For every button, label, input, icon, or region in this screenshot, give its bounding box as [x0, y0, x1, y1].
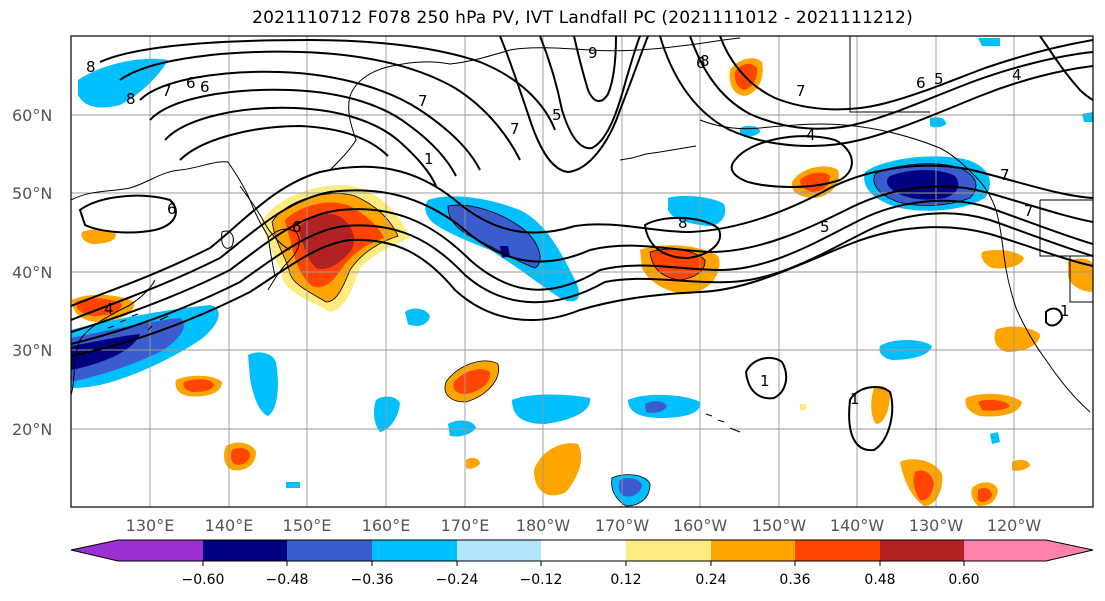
contour-label: 1	[760, 372, 770, 390]
colorbar-segment	[626, 540, 711, 561]
lon-label: 150°W	[752, 516, 807, 535]
contour-label: 7	[510, 120, 520, 138]
lon-label: 170°E	[441, 516, 490, 535]
contour-label: 7	[418, 92, 428, 110]
lon-label: 130°W	[909, 516, 964, 535]
colorbar-segment	[457, 540, 541, 561]
map-area	[71, 36, 1093, 507]
colorbar-segment	[880, 540, 964, 561]
lat-label: 20°N	[12, 420, 52, 439]
contour-label: 5	[934, 70, 944, 88]
colorbar: −0.60 −0.48 −0.36 −0.24 −0.12 0.12 0.24 …	[70, 539, 1094, 588]
map-frame	[70, 35, 1094, 508]
contour-label: 8	[678, 214, 688, 232]
contour-label: 6	[186, 74, 196, 92]
contour-label: 7	[1024, 202, 1034, 220]
colorbar-segment	[203, 540, 287, 561]
colorbar-segment	[118, 540, 203, 561]
contour-label: 1	[1060, 302, 1070, 320]
lat-label: 60°N	[12, 106, 52, 125]
colorbar-tick-label: 0.60	[948, 572, 979, 588]
latitude-labels: 60°N 50°N 40°N 30°N 20°N	[12, 106, 52, 439]
contour-label: 5	[552, 106, 562, 124]
colorbar-tick-label: −0.36	[351, 572, 394, 588]
colorbar-segment	[372, 540, 457, 561]
contour-label: 8	[700, 52, 710, 70]
colorbar-tick-label: −0.60	[182, 572, 225, 588]
colorbar-under-triangle	[71, 540, 118, 561]
negative-anomaly-northwest	[78, 58, 168, 108]
contour-label: 7	[796, 82, 806, 100]
contour-label: 4	[806, 126, 816, 144]
lon-label: 160°E	[362, 516, 411, 535]
lat-label: 50°N	[12, 184, 52, 203]
contour-label: 6	[200, 78, 210, 96]
coastlines	[71, 36, 1093, 433]
contour-label: 8	[126, 90, 136, 108]
lon-label: 170°W	[595, 516, 650, 535]
colorbar-tick-label: 0.12	[610, 572, 641, 588]
contour-label: 4	[104, 300, 114, 318]
colorbar-tick-label: −0.12	[520, 572, 563, 588]
colorbar-tick-label: −0.24	[436, 572, 479, 588]
colorbar-tick-label: −0.48	[266, 572, 309, 588]
lon-label: 140°W	[830, 516, 885, 535]
longitude-labels: 130°E 140°E 150°E 160°E 170°E 180°W 170°…	[126, 516, 1042, 535]
contour-label: 5	[820, 218, 830, 236]
contour-label: 7	[1000, 166, 1010, 184]
contour-label: 1	[850, 390, 860, 408]
lon-label: 120°W	[987, 516, 1042, 535]
colorbar-segment	[964, 540, 1046, 561]
contour-label: 6	[696, 54, 706, 72]
lon-label: 180°W	[516, 516, 571, 535]
contour-label-group: 8 8 6 6 7 9 7 6 8 7 6 5 7 4 6 5 4 7 8 1 …	[86, 44, 1070, 408]
colorbar-tick-label: 0.24	[695, 572, 726, 588]
colorbar-segment	[541, 540, 626, 561]
lon-label: 150°E	[283, 516, 332, 535]
colorbar-tick-label: 0.36	[779, 572, 810, 588]
colorbar-over-triangle	[1046, 540, 1093, 561]
contour-label: 4	[1012, 66, 1022, 84]
contour-label: 9	[588, 44, 598, 62]
contour-label: 6	[916, 74, 926, 92]
lon-label: 160°W	[673, 516, 728, 535]
contour-label: 1	[424, 150, 434, 168]
contour-label: 6	[167, 200, 177, 218]
colorbar-segment	[711, 540, 795, 561]
lat-label: 40°N	[12, 263, 52, 282]
map-title: 2021110712 F078 250 hPa PV, IVT Landfall…	[252, 8, 913, 28]
contour-label: 6	[292, 218, 302, 236]
colorbar-segment	[287, 540, 372, 561]
lon-label: 130°E	[126, 516, 175, 535]
pv-contours	[71, 36, 1093, 452]
colorbar-tick-label: 0.48	[864, 572, 895, 588]
contour-label: 8	[86, 58, 96, 76]
colorbar-segment	[795, 540, 880, 561]
lon-label: 140°E	[205, 516, 254, 535]
contour-label: 7	[162, 82, 172, 100]
lat-label: 30°N	[12, 341, 52, 360]
